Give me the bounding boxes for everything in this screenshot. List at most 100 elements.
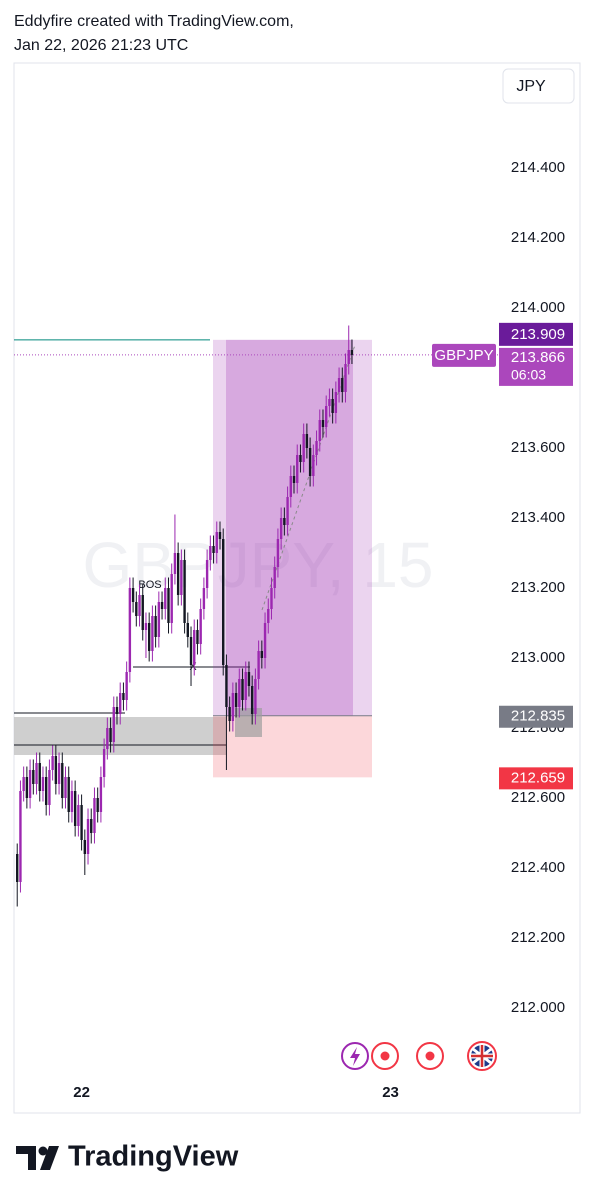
candle-body bbox=[147, 623, 151, 651]
stop-price-label: 212.659 bbox=[511, 769, 565, 786]
event-dot bbox=[380, 1051, 390, 1061]
y-tick-label: 213.600 bbox=[511, 439, 565, 456]
candle-body bbox=[247, 672, 251, 686]
candle-body bbox=[44, 777, 48, 805]
candle-body bbox=[141, 595, 144, 630]
candle-body bbox=[305, 434, 309, 448]
candle-body bbox=[254, 679, 257, 714]
logo-slash bbox=[40, 1146, 59, 1170]
candle-body bbox=[93, 798, 96, 833]
candle-body bbox=[218, 532, 222, 539]
candle-body bbox=[173, 553, 177, 574]
candle-body bbox=[279, 518, 283, 539]
y-tick-label: 213.200 bbox=[511, 579, 565, 596]
candle-body bbox=[289, 476, 292, 497]
event-dot bbox=[425, 1051, 435, 1061]
candle-body bbox=[138, 595, 141, 616]
candle-body bbox=[238, 679, 241, 707]
candle-body bbox=[225, 665, 228, 707]
candle-body bbox=[202, 588, 206, 609]
candles bbox=[16, 325, 354, 907]
candle-body bbox=[144, 623, 148, 630]
bos-label: BOS bbox=[138, 579, 161, 591]
candle-body bbox=[302, 434, 305, 462]
candle-body bbox=[234, 693, 238, 707]
candle-body bbox=[296, 455, 299, 483]
y-tick-label: 212.400 bbox=[511, 859, 565, 876]
candle-body bbox=[119, 693, 122, 714]
candle-body bbox=[273, 567, 276, 588]
candle-body bbox=[86, 819, 90, 854]
candle-body bbox=[341, 378, 344, 392]
candle-body bbox=[80, 805, 83, 840]
candle-body bbox=[61, 763, 64, 798]
lightning-glyph bbox=[350, 1047, 360, 1066]
candle-body bbox=[231, 693, 235, 721]
candle-body bbox=[321, 420, 325, 427]
candle-body bbox=[205, 560, 209, 588]
candle-body bbox=[99, 777, 103, 812]
choch-mark: X bbox=[189, 661, 197, 673]
candle-body bbox=[267, 609, 270, 623]
y-tick-label: 212.600 bbox=[511, 789, 565, 806]
candle-body bbox=[334, 392, 338, 413]
last-price-box bbox=[499, 347, 573, 386]
candle-body bbox=[276, 539, 280, 567]
entry-price-box bbox=[499, 705, 573, 728]
candle-body bbox=[160, 602, 164, 609]
candle-body bbox=[270, 588, 273, 609]
candle-body bbox=[318, 420, 321, 441]
candle-body bbox=[328, 399, 331, 406]
last-price-label: 213.866 bbox=[511, 349, 565, 366]
symbol-box bbox=[432, 343, 496, 367]
candle-body bbox=[196, 630, 199, 644]
candle-body bbox=[157, 602, 161, 637]
candle-body bbox=[241, 679, 244, 700]
candle-body bbox=[64, 777, 67, 798]
candle-body bbox=[183, 560, 186, 623]
currency-button[interactable] bbox=[502, 68, 575, 104]
candle-body bbox=[337, 378, 341, 392]
candle-body bbox=[25, 777, 29, 798]
logo-mark bbox=[16, 1146, 36, 1170]
flag-cross-red bbox=[471, 1045, 493, 1067]
candle-body bbox=[167, 588, 170, 623]
candle-body bbox=[212, 546, 215, 553]
countdown-label: 06:03 bbox=[511, 367, 546, 383]
candle-body bbox=[215, 532, 218, 553]
currency-label[interactable]: JPY bbox=[516, 78, 546, 95]
candle-body bbox=[283, 518, 286, 525]
candle-body bbox=[102, 749, 106, 777]
candle-body bbox=[176, 553, 180, 595]
candle-body bbox=[222, 539, 225, 665]
x-tick-label: 23 bbox=[382, 1084, 399, 1101]
target-price-box bbox=[499, 322, 573, 346]
candle-body bbox=[51, 756, 54, 770]
candle-body bbox=[115, 707, 119, 714]
candle-body bbox=[250, 686, 254, 714]
candle-body bbox=[151, 616, 154, 651]
watermark: GBPJPY, 15 bbox=[82, 529, 433, 601]
candle-body bbox=[35, 763, 38, 784]
candle-body bbox=[299, 455, 302, 462]
candle-body bbox=[292, 476, 296, 483]
candle-body bbox=[189, 637, 193, 665]
author-line: Eddyfire created with TradingView.com, bbox=[14, 13, 294, 30]
stop-price-box bbox=[499, 767, 573, 790]
candle-body bbox=[135, 602, 138, 616]
candle-body bbox=[209, 546, 212, 560]
candle-body bbox=[164, 588, 167, 609]
candle-body bbox=[73, 791, 77, 826]
footer-logo: TradingView bbox=[16, 1141, 239, 1173]
y-tick-label: 212.200 bbox=[511, 929, 565, 946]
candle-body bbox=[19, 791, 22, 882]
candle-body bbox=[83, 840, 87, 854]
candle-body bbox=[312, 455, 315, 476]
x-tick-label: 22 bbox=[73, 1084, 90, 1101]
candle-body bbox=[48, 770, 51, 805]
date-line: Jan 22, 2026 21:23 UTC bbox=[14, 37, 188, 54]
candle-body bbox=[54, 756, 58, 784]
